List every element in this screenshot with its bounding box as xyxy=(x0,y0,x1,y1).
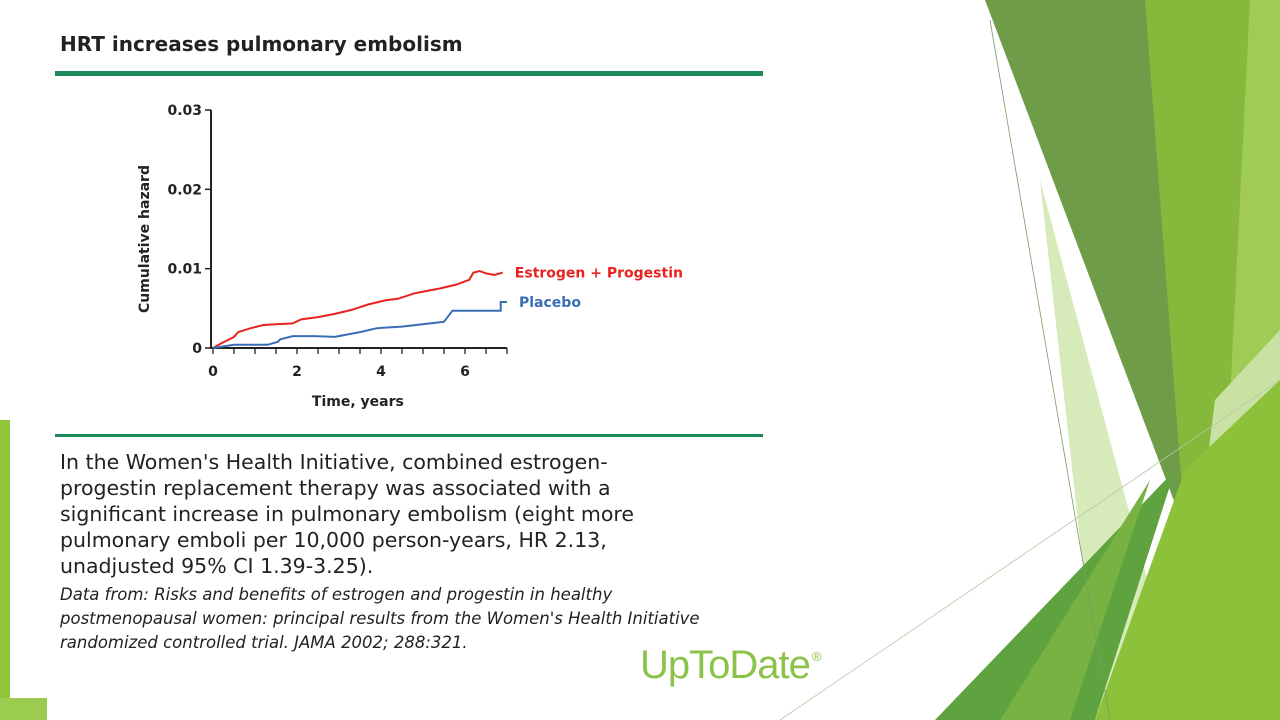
y-tick-label: 0.01 xyxy=(167,262,202,278)
chart-series: Estrogen + Progestin Placebo xyxy=(212,266,683,349)
y-tick-label: 0.02 xyxy=(167,182,202,198)
series-line xyxy=(212,301,507,349)
deco-thin-line-2 xyxy=(779,379,1280,720)
brand-text: UpToDate xyxy=(640,643,811,687)
green-shape-bottom-mid xyxy=(935,470,1175,720)
left-accent-foot xyxy=(0,698,47,720)
title-rule xyxy=(55,71,763,76)
green-shape-right xyxy=(1230,0,1280,400)
series-label: Placebo xyxy=(519,295,581,311)
x-tick-label: 0 xyxy=(208,364,218,380)
uptodate-logo: UpToDate ® xyxy=(640,643,822,688)
figure-source: Data from: Risks and benefits of estroge… xyxy=(60,585,700,652)
x-tick-label: 2 xyxy=(292,364,302,380)
series-line xyxy=(212,269,504,349)
brand-mark: ® xyxy=(811,649,822,664)
caption-rule xyxy=(55,434,763,437)
left-accent-bar xyxy=(0,420,10,720)
x-tick-label: 6 xyxy=(460,364,470,380)
figure-title: HRT increases pulmonary embolism xyxy=(60,32,463,56)
green-shape-bottom-wedge xyxy=(1000,480,1150,720)
y-tick-label: 0 xyxy=(192,341,202,357)
series-label: Estrogen + Progestin xyxy=(515,266,683,282)
green-shape-dark xyxy=(985,0,1205,530)
figure-caption: In the Women's Health Initiative, combin… xyxy=(60,450,634,578)
y-tick-label: 0.03 xyxy=(167,103,202,119)
x-axis-label: Time, years xyxy=(312,394,404,410)
hazard-chart: 0 0.01 0.02 0.03 0 2 4 6 Estrogen + Progestin Pl… xyxy=(137,103,683,410)
deco-thin-line-1 xyxy=(989,19,1111,720)
y-axis-label: Cumulative hazard xyxy=(137,165,153,313)
green-shape-bottom-bright xyxy=(1095,380,1280,720)
figure-card: HRT increases pulmonary embolism 0 0.01 0.… xyxy=(55,25,821,687)
x-tick-label: 4 xyxy=(376,364,386,380)
chart-axes: 0 0.01 0.02 0.03 0 2 4 6 xyxy=(167,103,508,380)
